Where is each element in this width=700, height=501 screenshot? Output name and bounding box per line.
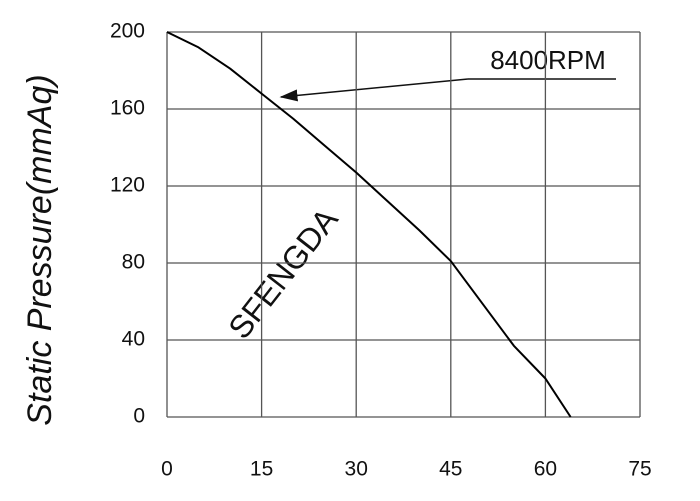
x-tick-label: 75 [628, 458, 651, 481]
series-line [166, 31, 572, 418]
y-tick-label: 120 [110, 174, 145, 197]
y-tick-label: 0 [133, 405, 145, 428]
y-tick-label: 80 [122, 251, 145, 274]
x-tick-label: 0 [161, 458, 173, 481]
x-tick-label: 30 [345, 458, 368, 481]
annotation: 8400RPM [490, 45, 606, 75]
annotation-arrow [279, 78, 469, 102]
x-tick-label: 45 [439, 458, 462, 481]
x-tick-label: 60 [534, 458, 557, 481]
x-tick-label: 15 [250, 458, 273, 481]
watermark: SFENGDA [221, 201, 345, 346]
y-tick-label: 160 [110, 97, 145, 120]
y-tick-label: 40 [122, 328, 145, 351]
y-axis-label: Static Pressure(mmAq) [21, 74, 59, 425]
y-tick-label: 200 [110, 20, 145, 43]
